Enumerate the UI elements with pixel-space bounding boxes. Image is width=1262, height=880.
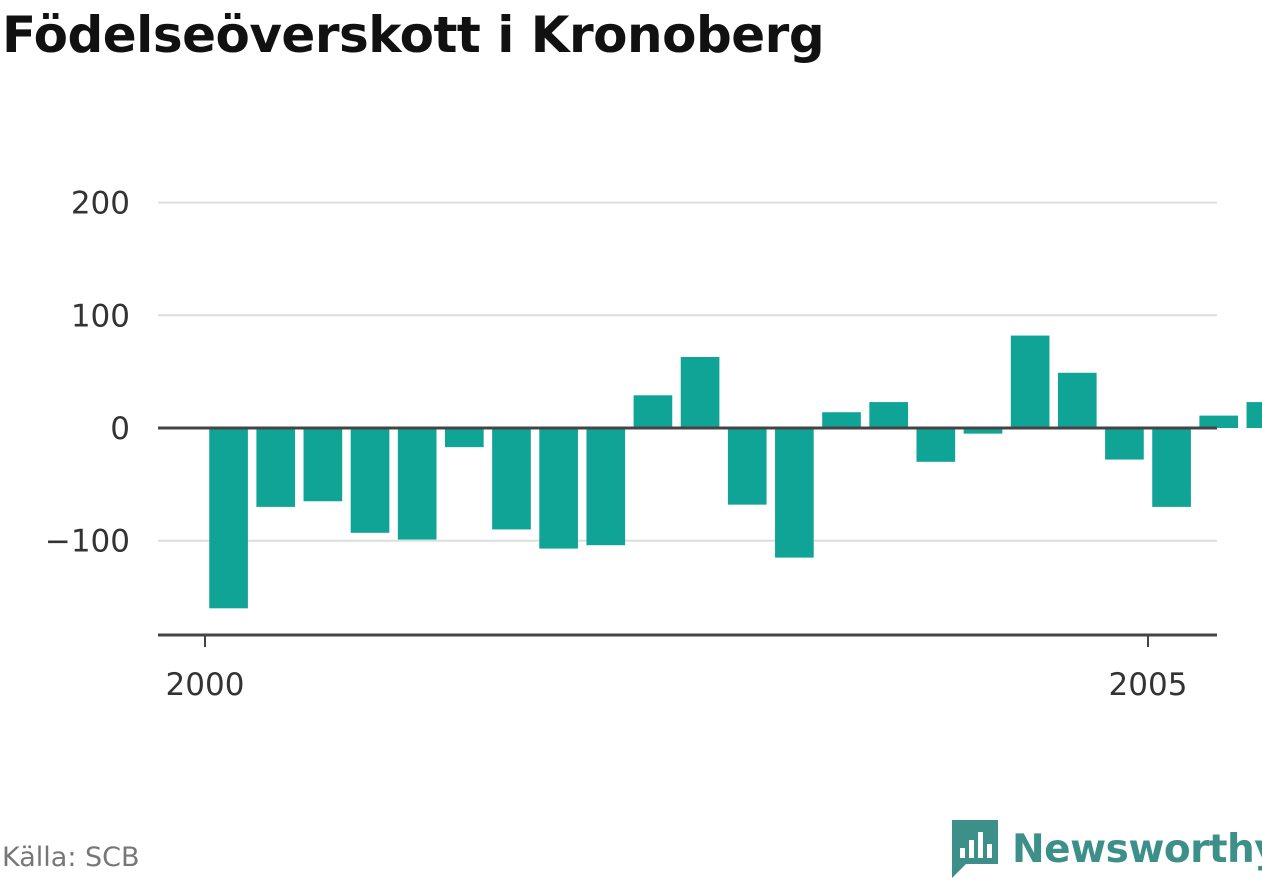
bar — [963, 428, 1003, 434]
brand-name: Newsworthy — [1012, 826, 1262, 872]
bar — [916, 428, 956, 462]
bar — [822, 412, 861, 428]
grid-lines — [158, 201, 1217, 542]
bar — [256, 428, 296, 507]
y-tick-label: −100 — [45, 524, 130, 560]
bar — [869, 402, 909, 428]
bar — [1199, 415, 1239, 428]
source-note: Källa: SCB — [2, 842, 140, 873]
bar — [444, 428, 484, 448]
bar — [680, 356, 720, 428]
bar — [397, 428, 437, 540]
bar — [775, 428, 814, 558]
bars — [209, 335, 1262, 609]
y-axis-ticks: −100 0 100 200 — [45, 186, 130, 560]
bar — [1246, 402, 1262, 428]
bar — [633, 395, 673, 428]
bar — [209, 428, 248, 609]
bar — [586, 428, 626, 546]
bar — [303, 428, 343, 502]
y-tick-label: 0 — [110, 411, 130, 447]
axes — [158, 426, 1217, 637]
y-tick-label: 100 — [71, 298, 130, 334]
y-tick-label: 200 — [71, 186, 130, 222]
bar — [727, 428, 767, 505]
newsworthy-logo-icon — [952, 820, 998, 878]
bar — [350, 428, 390, 533]
brand-logo[interactable]: Newsworthy — [950, 818, 1262, 880]
bar — [492, 428, 531, 530]
bar — [1105, 428, 1144, 460]
bar — [539, 428, 578, 549]
bar — [1057, 372, 1097, 428]
x-tick-label: 2005 — [1109, 667, 1188, 703]
bar — [1010, 335, 1050, 428]
chart-title: Födelseöverskott i Kronoberg — [2, 6, 825, 64]
bar — [1152, 428, 1191, 507]
x-tick-label: 2000 — [166, 667, 245, 703]
x-axis-ticks: 200020052010201520202025 — [166, 635, 1188, 703]
